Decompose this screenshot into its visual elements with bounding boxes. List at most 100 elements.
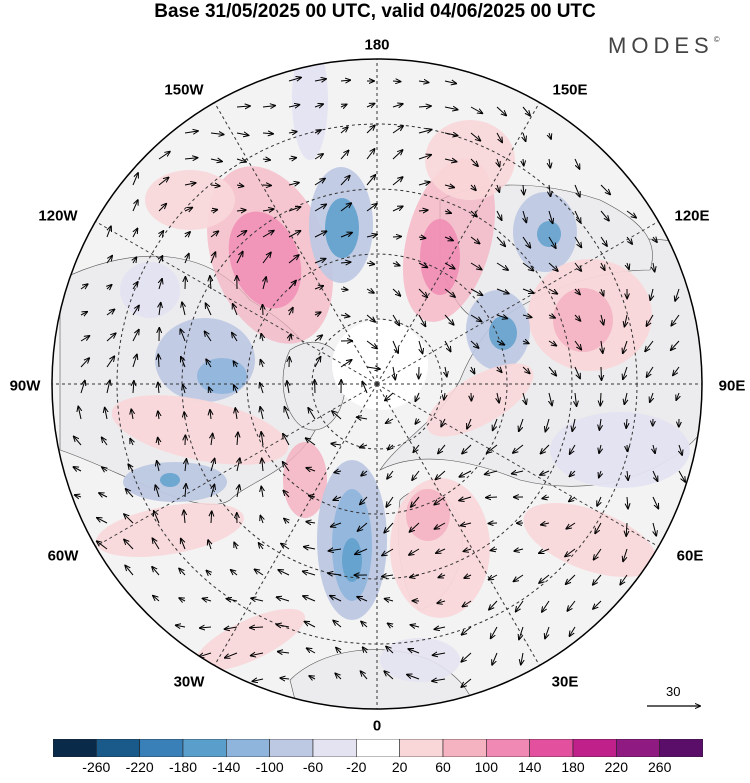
wind-arrow — [355, 548, 368, 554]
wind-arrow — [418, 210, 428, 211]
wind-arrow — [158, 152, 170, 160]
wind-arrow — [366, 367, 380, 369]
wind-arrow — [211, 485, 214, 498]
wind-arrow — [340, 151, 349, 160]
wind-arrow — [459, 470, 472, 477]
wind-arrow — [626, 522, 627, 536]
wind-arrow — [444, 237, 453, 241]
wind-arrow — [305, 622, 316, 628]
wind-arrow — [386, 419, 394, 423]
wind-arrow — [262, 159, 270, 160]
wind-arrow — [132, 200, 138, 212]
wind-arrow — [340, 315, 349, 317]
wind-arrow — [184, 412, 185, 420]
wind-arrow — [358, 522, 368, 531]
wind-arrow — [107, 381, 110, 394]
wind-arrow — [489, 600, 498, 610]
meridian-line — [376, 102, 540, 385]
wind-arrow — [288, 207, 300, 212]
wind-arrow — [647, 314, 654, 326]
wind-arrow — [280, 678, 290, 679]
colorbar-swatch — [139, 739, 184, 757]
wind-arrow — [567, 600, 576, 611]
wind-arrow — [261, 432, 263, 446]
meridian-line — [376, 221, 659, 385]
wind-arrow — [158, 438, 159, 446]
lon-label-120e: 120E — [674, 207, 710, 225]
wind-arrow — [653, 444, 655, 453]
wind-arrow — [671, 314, 680, 326]
wind-arrow — [288, 78, 301, 82]
wind-arrow — [574, 262, 581, 271]
wind-arrow — [570, 626, 576, 636]
wind-arrow — [594, 548, 602, 560]
wind-arrow — [519, 418, 524, 431]
wind-arrow — [288, 105, 299, 107]
wind-arrow — [159, 279, 162, 290]
modes-logo: MODES© — [608, 33, 720, 59]
wind-arrow — [522, 236, 530, 248]
wind-arrow — [678, 470, 685, 482]
wind-arrow — [125, 566, 134, 576]
wind-arrow — [600, 236, 607, 246]
wind-arrow — [106, 256, 112, 264]
wind-arrow — [497, 367, 502, 372]
wind-arrow — [574, 314, 580, 321]
wind-arrow — [251, 653, 264, 656]
colorbar-swatch — [616, 739, 660, 757]
wind-arrow — [131, 409, 133, 420]
lon-label-150w: 150W — [164, 81, 204, 99]
wind-arrow — [74, 467, 82, 471]
wind-arrow — [444, 288, 455, 297]
wind-arrow — [545, 418, 549, 431]
wind-arrow — [418, 155, 431, 160]
wind-arrow — [334, 471, 342, 473]
wind-arrow — [360, 496, 368, 504]
wind-arrow — [418, 130, 432, 133]
wind-arrow — [392, 263, 400, 266]
colorbar-swatch — [486, 739, 530, 757]
wind-arrow — [438, 444, 446, 453]
wind-arrow — [516, 600, 524, 612]
wind-arrow — [285, 407, 290, 420]
wind-arrow — [263, 305, 264, 316]
wind-arrow — [462, 626, 472, 635]
wind-arrow — [366, 149, 375, 160]
wind-arrow — [179, 598, 186, 601]
wind-arrow — [159, 256, 162, 264]
wind-arrow — [158, 411, 159, 420]
lon-label-60e: 60E — [676, 547, 704, 565]
wind-arrow — [496, 315, 507, 318]
colorbar-tick-label: 140 — [518, 759, 542, 775]
wind-arrow — [250, 627, 264, 628]
wind-arrow — [105, 408, 107, 420]
wind-arrow — [289, 308, 293, 316]
wind-arrow — [393, 366, 395, 379]
wind-arrow — [542, 600, 550, 612]
colorbar-tick-label: -220 — [125, 759, 154, 775]
wind-arrow — [132, 173, 138, 186]
wind-arrow — [491, 549, 498, 550]
wind-arrow — [225, 652, 238, 658]
wind-arrow — [514, 549, 524, 551]
wind-arrow — [314, 179, 325, 186]
wind-arrow — [384, 671, 394, 680]
wind-arrow — [159, 231, 163, 238]
wind-arrow — [549, 392, 552, 405]
wind-arrow — [366, 204, 377, 212]
wind-arrow — [328, 573, 342, 575]
wind-arrow — [539, 549, 550, 553]
wind-arrow — [624, 392, 627, 404]
wind-arrow — [623, 366, 628, 379]
lon-label-180: 180 — [364, 36, 390, 54]
wind-arrow — [432, 679, 446, 681]
latitude-circle — [246, 253, 508, 515]
wind-arrow — [234, 385, 237, 394]
wind-arrow — [470, 236, 480, 244]
wind-vectors — [74, 78, 686, 688]
colorbar — [53, 739, 703, 757]
wind-arrow — [441, 418, 445, 426]
colorbar-swatch — [312, 739, 357, 757]
wind-arrow — [411, 625, 420, 627]
wind-arrow — [671, 340, 680, 350]
